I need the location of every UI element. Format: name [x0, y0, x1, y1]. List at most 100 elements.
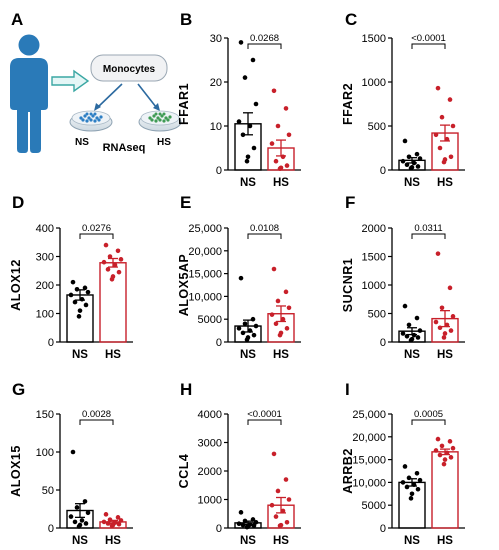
significance-bracket: [411, 233, 446, 239]
bracket-line: [247, 233, 282, 239]
y-tick-label: 25,000: [188, 223, 222, 235]
y-tick-label: 10: [210, 121, 222, 133]
error-bar-hs: [108, 257, 118, 268]
data-point-hs: [103, 242, 109, 248]
error-bar-ns: [407, 327, 417, 336]
significance-bracket: [247, 233, 282, 239]
hs-label: HS: [157, 137, 171, 148]
data-point-hs: [275, 298, 281, 304]
data-point-ns: [250, 57, 256, 63]
y-tick-label: 0: [216, 165, 222, 177]
y-tick-label: 2000: [198, 466, 222, 478]
data-point-hs: [116, 521, 122, 527]
y-tick-label: 3000: [198, 438, 222, 450]
data-point-ns: [400, 480, 406, 485]
x-category-label-hs: HS: [437, 535, 453, 547]
data-point-hs: [273, 158, 279, 164]
data-point-ns: [244, 158, 250, 164]
data-point-hs: [283, 477, 289, 482]
y-tick-label: 5000: [198, 314, 222, 326]
y-tick-label: 0: [216, 523, 222, 535]
data-point-ns: [417, 477, 423, 483]
y-tick-label: 2000: [362, 223, 386, 235]
data-point-ns: [402, 303, 408, 309]
chart-panel-e: E ALOX5AP 0 5000 10,000 15,000 20,000 25,000 NS H…: [177, 193, 301, 361]
x-category-label-ns: NS: [240, 349, 256, 361]
data-point-ns: [247, 123, 253, 129]
branch-arrows: [94, 83, 160, 111]
p-value-label: <0.0001: [411, 33, 446, 44]
data-point-ns: [414, 151, 420, 157]
x-category-label-ns: NS: [72, 349, 88, 361]
data-point-hs: [118, 257, 124, 262]
y-tick-label: 0: [48, 337, 54, 349]
data-point-ns: [400, 331, 406, 336]
y-tick-label: 50: [42, 485, 54, 497]
x-category-label-hs: HS: [273, 349, 289, 361]
data-point-hs: [273, 514, 279, 519]
data-point-hs: [269, 141, 275, 146]
error-bar-ns: [243, 520, 253, 526]
data-point-ns: [417, 328, 423, 333]
data-point-ns: [79, 518, 85, 523]
significance-bracket: [247, 43, 282, 49]
x-category-label-hs: HS: [437, 177, 453, 189]
y-tick-label: 0: [380, 165, 386, 177]
significance-bracket: [411, 43, 446, 49]
data-point-hs: [269, 312, 275, 317]
error-bar-hs: [276, 305, 286, 323]
bracket-line: [411, 233, 446, 239]
data-point-ns: [402, 464, 408, 469]
data-point-hs: [101, 259, 107, 265]
data-point-ns: [238, 40, 244, 45]
data-point-ns: [414, 315, 420, 321]
data-point-hs: [273, 321, 279, 327]
y-tick-label: 20: [210, 77, 222, 89]
bracket-line: [247, 419, 282, 425]
significance-bracket: [79, 233, 114, 239]
data-point-ns: [238, 275, 244, 281]
bracket-line: [411, 419, 446, 425]
x-category-label-ns: NS: [404, 177, 420, 189]
data-point-hs: [277, 523, 283, 529]
y-tick-label: 100: [36, 309, 54, 321]
data-point-hs: [284, 520, 290, 525]
p-value-label: 0.0268: [250, 33, 279, 44]
y-tick-label: 1000: [362, 280, 386, 292]
data-point-ns: [238, 510, 244, 515]
data-point-hs: [433, 319, 439, 325]
p-value-label: 0.0311: [414, 223, 442, 234]
data-point-ns: [406, 154, 412, 160]
y-tick-label: 15,000: [188, 269, 222, 281]
data-point-hs: [439, 443, 445, 449]
person-icon: [10, 34, 48, 153]
data-point-hs: [442, 331, 448, 336]
p-value-label: 0.0005: [414, 409, 443, 420]
data-point-hs: [450, 123, 456, 129]
data-point-ns: [402, 138, 408, 144]
data-point-ns: [83, 521, 89, 526]
data-point-ns: [72, 299, 78, 305]
data-point-hs: [280, 508, 286, 514]
data-point-hs: [437, 145, 443, 151]
chart-panel-f: F SUCNR1 0 500 1000 1500 2000 NS HS 0.0311: [341, 193, 465, 361]
error-bar-ns: [243, 112, 253, 136]
data-point-hs: [448, 455, 454, 460]
y-axis-label: ALOX12: [9, 259, 23, 311]
y-axis-label: ARRB2: [341, 448, 355, 494]
data-point-ns: [76, 524, 82, 529]
x-category-label-hs: HS: [437, 349, 453, 361]
data-point-hs: [101, 519, 107, 525]
data-point-hs: [271, 451, 277, 457]
data-point-ns: [82, 285, 88, 291]
y-tick-label: 0: [380, 337, 386, 349]
data-point-ns: [253, 520, 259, 525]
significance-bracket: [247, 419, 282, 425]
data-point-hs: [107, 254, 113, 259]
data-point-hs: [439, 305, 445, 311]
data-point-hs: [283, 106, 289, 111]
data-point-hs: [280, 316, 286, 322]
data-point-hs: [105, 267, 111, 272]
chart-panel-d: D ALOX12 0 100 200 300 400 NS HS 0.0276: [9, 193, 133, 361]
